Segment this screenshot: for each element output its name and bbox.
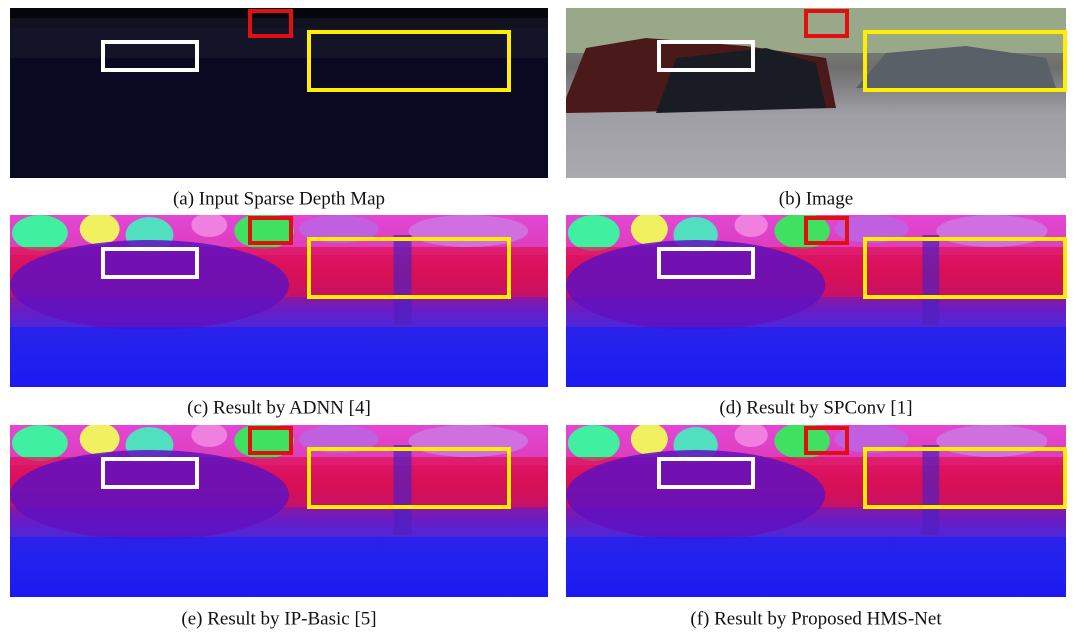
panel-d — [566, 213, 1066, 387]
figure: (a) Input Sparse Depth Map (b) Image (c)… — [0, 0, 1077, 635]
panel-a — [10, 8, 548, 178]
caption: (e) Result by IP-Basic [5] — [181, 608, 376, 629]
panel-f — [566, 423, 1066, 597]
caption: (f) Result by Proposed HMS-Net — [690, 608, 942, 629]
panel-b — [566, 8, 1066, 178]
panel-c — [10, 213, 548, 387]
caption: (c) Result by ADNN [4] — [187, 397, 371, 418]
caption: (b) Image — [779, 188, 853, 209]
caption: (d) Result by SPConv [1] — [719, 397, 912, 418]
panel-e — [10, 423, 548, 597]
caption: (a) Input Sparse Depth Map — [173, 188, 385, 209]
